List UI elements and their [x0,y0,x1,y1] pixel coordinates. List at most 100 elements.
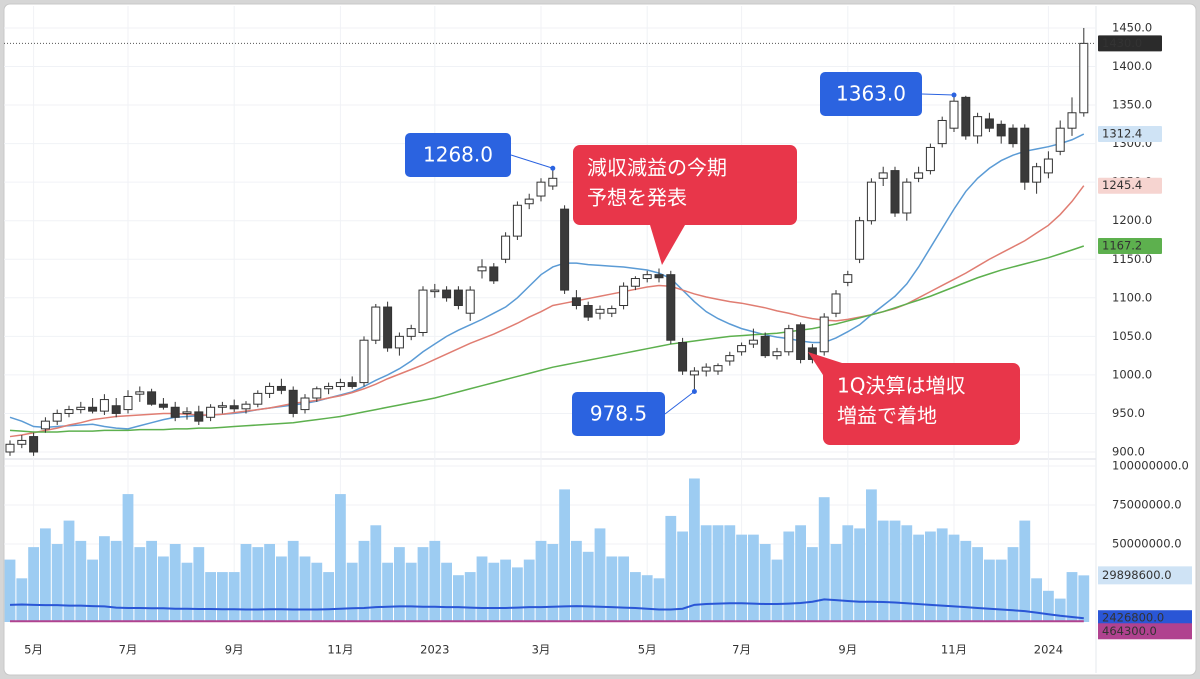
candle-body [866,181,876,222]
candle-body [583,305,593,318]
volume-bar [960,540,972,622]
y-tick-label: 1150.0 [1112,252,1152,266]
candle-body [630,278,640,287]
candle-body [855,220,865,260]
volume-bar [665,515,677,622]
x-tick-label: 7月 [732,643,751,657]
annotation-box [405,133,511,177]
volume-bar [158,556,169,622]
volume-bar [252,547,264,622]
volume-bar [877,520,889,622]
volume-bar [453,575,464,622]
candle-body [1020,127,1030,183]
volume-bar [181,562,193,622]
y-tick-label: 1350.0 [1112,98,1152,112]
candle-body [206,406,216,418]
volume-bar [476,556,488,622]
volume-bar [99,536,110,622]
candle-body [973,116,983,137]
volume-bar [641,575,653,622]
candle-body [1067,112,1077,129]
volume-bar [1031,578,1042,622]
volume-bar [925,531,936,622]
volume-bar [901,525,913,622]
volume-bar [417,547,429,622]
volume-bar [807,547,818,622]
x-tick-label: 5月 [24,643,43,657]
candle-body [831,293,841,314]
volume-bar [582,551,594,622]
x-tick-label: 9月 [225,643,244,657]
y-tick-label: 1200.0 [1112,213,1152,227]
volume-bar [889,520,901,622]
candle-body [88,406,98,412]
candle-body [607,308,617,314]
candle-body [335,382,345,387]
volume-bar [276,556,287,622]
ma-line [9,133,1085,430]
callout-text: 減収減益の今期 [587,156,727,180]
candle-body [949,100,959,129]
candle-body [725,355,735,362]
x-tick-label: 11月 [941,643,967,657]
candle-body [512,204,522,237]
volume-ma-badge: 2426800.0 [1102,611,1164,625]
volume-bar [16,578,28,622]
candle-body [489,266,499,282]
volume-bar [464,572,476,622]
volume-bar [1066,572,1078,622]
volume-bar [936,528,948,622]
candle-body [595,308,605,314]
callout-text: 予想を発表 [587,186,687,210]
volume-bar [606,556,618,622]
annotation-dot [951,92,957,98]
volume-bar [795,525,806,622]
volume-bar [134,547,146,622]
candle-body [394,335,404,349]
candle-body [536,181,546,197]
volume-bar [28,547,39,622]
candle-body [430,289,440,293]
candle-body [784,328,794,353]
volume-bar [264,544,275,622]
volume-bar [1054,598,1066,622]
candle-body [689,370,699,376]
candle-body [29,436,39,453]
candle-body [182,411,192,414]
candle-body [890,170,900,214]
volume-bar [394,547,405,622]
candle-body [477,266,487,272]
candle-body [666,274,676,341]
y-tick-label: 1450.0 [1112,20,1152,34]
callout-pointer [808,352,842,375]
x-tick-label: 3月 [532,643,551,657]
candle-body [442,289,452,299]
candle-body [76,406,86,411]
y-tick-label: 1050.0 [1112,329,1152,343]
callout-text: 増益で着地 [837,404,937,428]
candle-body [560,208,570,291]
volume-bar [122,494,134,622]
volume-bar [618,556,629,622]
candle-body [5,443,15,453]
y-tick-label: 900.0 [1112,444,1145,458]
volume-bar [217,572,228,622]
ma-badge-bg [1098,126,1162,143]
annotation-connector [921,93,955,96]
candle-body [878,172,888,179]
volume-bar [335,494,346,622]
candle-body [548,177,558,187]
candle-body [937,119,947,145]
y-tick-label: 1400.0 [1112,59,1152,73]
volume-bar [972,547,983,622]
candle-body [418,289,428,333]
volume-bar [830,544,842,622]
annotation-label: 978.5 [590,402,647,426]
volume-bar [63,520,75,622]
volume-tick-label: 100000000.0 [1112,459,1189,473]
candle-body [52,412,62,422]
volume-bar [228,572,240,622]
candle-body [984,118,994,129]
candle-body [465,289,475,314]
